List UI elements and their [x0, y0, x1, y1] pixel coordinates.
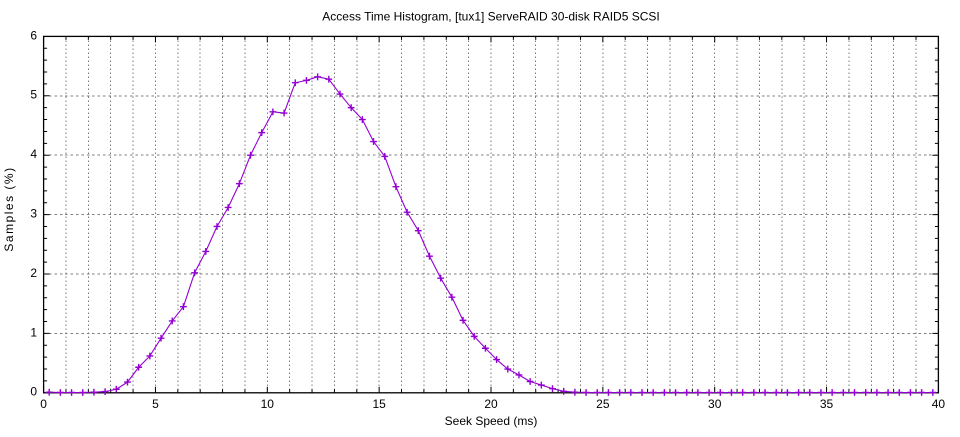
svg-text:30: 30	[708, 397, 722, 411]
svg-text:Samples (%): Samples (%)	[2, 166, 16, 251]
svg-text:5: 5	[30, 88, 37, 102]
svg-text:25: 25	[596, 397, 610, 411]
svg-text:1: 1	[30, 325, 37, 339]
svg-text:40: 40	[932, 397, 946, 411]
svg-text:3: 3	[30, 207, 37, 221]
svg-text:Access Time Histogram, [tux1]: Access Time Histogram, [tux1] ServeRAID …	[322, 10, 659, 24]
svg-text:10: 10	[261, 397, 275, 411]
svg-text:6: 6	[30, 28, 37, 42]
svg-text:2: 2	[30, 266, 37, 280]
svg-text:35: 35	[820, 397, 834, 411]
svg-text:4: 4	[30, 147, 37, 161]
svg-text:0: 0	[40, 397, 47, 411]
svg-text:0: 0	[30, 385, 37, 399]
svg-text:Seek Speed (ms): Seek Speed (ms)	[445, 414, 538, 428]
svg-text:15: 15	[372, 397, 386, 411]
svg-text:20: 20	[484, 397, 498, 411]
svg-text:5: 5	[152, 397, 159, 411]
